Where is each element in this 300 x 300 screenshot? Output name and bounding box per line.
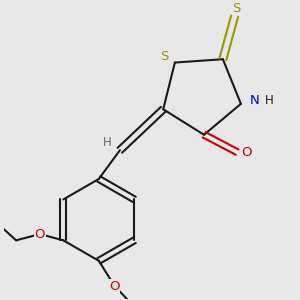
Text: H: H [265, 94, 274, 107]
Text: H: H [103, 136, 112, 149]
Text: O: O [34, 228, 45, 241]
Text: S: S [160, 50, 168, 63]
Text: O: O [241, 146, 252, 159]
Text: S: S [232, 2, 240, 14]
Text: N: N [250, 94, 260, 107]
Text: O: O [109, 280, 120, 292]
Text: O: O [34, 228, 45, 241]
